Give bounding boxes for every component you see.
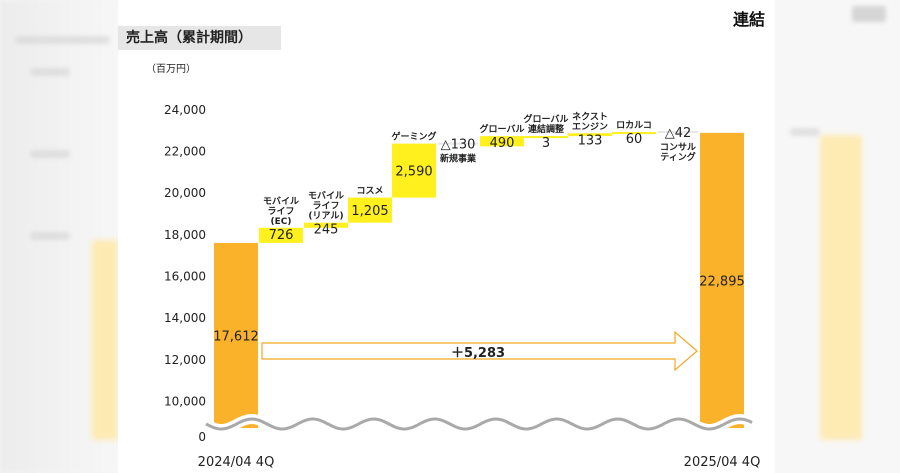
bar-value-label: 60	[626, 132, 643, 147]
delta-bar	[524, 136, 568, 139]
x-category-label: グローバル連結調整	[524, 113, 569, 135]
y-tick-label: 14,000	[164, 311, 206, 325]
background-blur	[30, 150, 70, 158]
delta-bar	[259, 227, 303, 243]
y-tick-label: 22,000	[164, 145, 206, 159]
x-category-label: 2024/04 4Q	[198, 455, 275, 470]
delta-bar	[392, 143, 436, 198]
bar-value-label: 133	[578, 133, 603, 148]
bar-value-label: △130	[441, 138, 476, 153]
x-category-label: ゲーミング	[391, 131, 436, 143]
bar-value-label: △42	[665, 126, 692, 141]
y-tick-label: 12,000	[164, 353, 206, 367]
bar-value-label: 22,895	[699, 274, 745, 289]
bar-value-label: 3	[542, 136, 550, 151]
background-blur	[852, 6, 886, 22]
bar-value-label: 2,590	[395, 165, 432, 180]
x-category-label: ロカルコ	[616, 120, 652, 131]
axis-break-wave	[205, 417, 753, 431]
x-category-label: コンサルティング	[660, 142, 696, 163]
delta-bar	[304, 222, 348, 228]
background-blur	[790, 128, 820, 136]
background-blur	[92, 240, 118, 440]
total-bar	[700, 132, 744, 428]
bar-value-label: 17,612	[213, 329, 259, 344]
y-tick-label: 18,000	[164, 228, 206, 242]
page-title: 売上高（累計期間）	[118, 26, 281, 50]
x-category-label: ネクストエンジン	[572, 111, 608, 132]
background-blur	[30, 232, 70, 240]
total-bar	[214, 242, 258, 428]
bar-value-label: 490	[490, 136, 515, 151]
delta-bar	[612, 132, 656, 135]
y-tick-label: 24,000	[164, 103, 206, 117]
y-tick-label: 0	[198, 430, 206, 444]
x-category-label: コスメ	[356, 186, 383, 197]
bar-value-label: 1,205	[351, 204, 388, 219]
corner-label: 連結	[733, 10, 766, 29]
x-category-label: グローバル	[480, 123, 525, 135]
background-blur	[15, 36, 110, 44]
y-tick-label: 16,000	[164, 270, 206, 284]
delta-bar	[480, 136, 524, 147]
delta-bar	[348, 197, 392, 223]
delta-bar	[568, 133, 612, 137]
y-tick-label: 10,000	[164, 395, 206, 409]
y-tick-label: 20,000	[164, 186, 206, 200]
growth-arrow-label: ＋5,283	[451, 346, 505, 361]
background-blur	[30, 68, 70, 76]
bar-value-label: 726	[269, 228, 294, 243]
unit-label: （百万円）	[146, 63, 196, 75]
x-category-label: モバイルライフ(EC)	[263, 196, 299, 227]
background-blur	[820, 135, 862, 440]
x-category-label: 新規事業	[440, 153, 477, 165]
x-category-label: 2025/04 4Q	[684, 455, 761, 470]
bar-value-label: 245	[314, 223, 339, 238]
x-category-label: モバイルライフ(リアル)	[308, 191, 344, 222]
growth-arrow	[261, 330, 698, 372]
